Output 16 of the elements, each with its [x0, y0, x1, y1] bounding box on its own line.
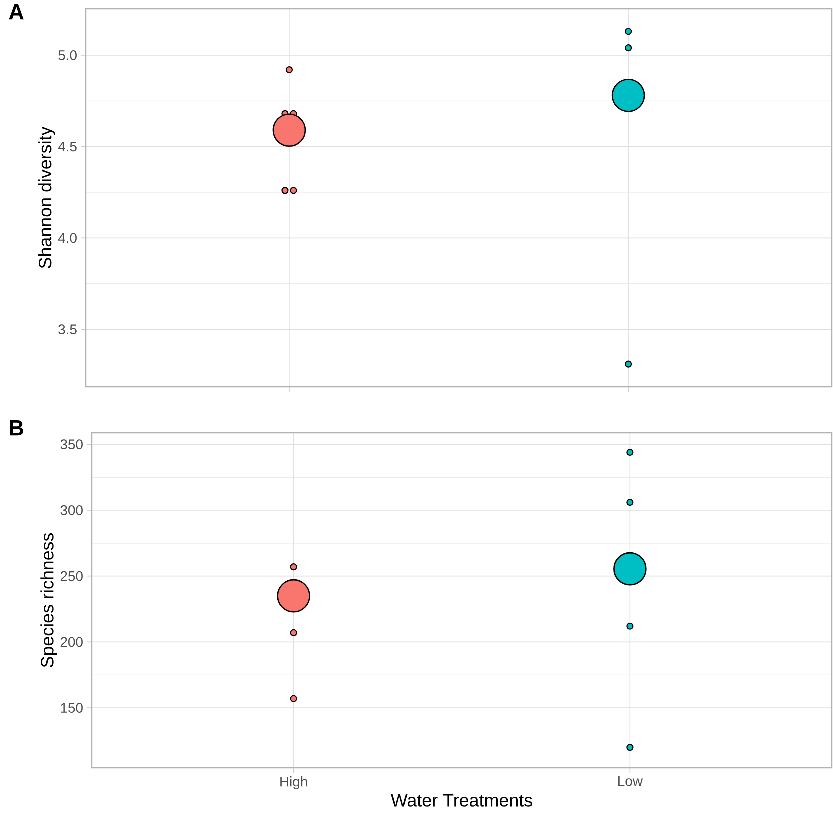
y-tick-label: 350 — [60, 440, 83, 450]
y-tick-label: 150 — [61, 703, 83, 714]
y-tick-label: 200 — [60, 637, 83, 648]
y-tick-label: 4.5 — [58, 142, 77, 152]
y-tick-label: 250 — [60, 571, 83, 582]
x-tick-label: Low — [618, 776, 644, 786]
chart-title: A — [9, 4, 24, 20]
y-tick-label: 3.5 — [58, 324, 77, 335]
x-tick-label: High — [280, 776, 308, 790]
y-tick-label: 300 — [60, 506, 83, 516]
x-axis-title: Water Treatments — [390, 794, 532, 807]
y-tick-label: 4.0 — [58, 233, 77, 244]
y-tick-label: 5.0 — [58, 50, 77, 60]
chart-title: B — [10, 420, 24, 436]
y-axis-title: Species richness — [40, 533, 58, 668]
y-axis-title: Shannon diversity — [38, 126, 56, 268]
